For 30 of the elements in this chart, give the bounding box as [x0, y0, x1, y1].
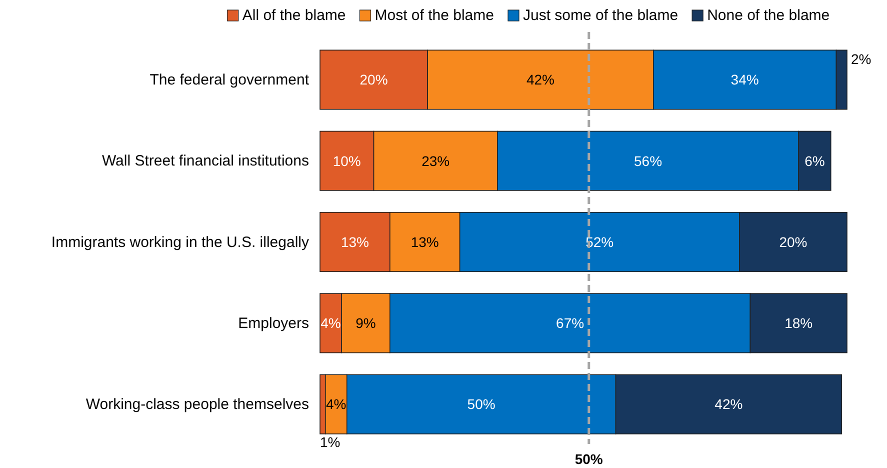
legend-label: Most of the blame — [374, 7, 494, 24]
legend-label: All of the blame — [242, 7, 346, 24]
data-label: 52% — [586, 234, 614, 250]
data-label: 67% — [556, 315, 584, 332]
data-label: 23% — [422, 152, 450, 169]
y-tick-label: Employers — [238, 314, 309, 332]
data-label: 4% — [320, 315, 341, 332]
data-label: 13% — [410, 234, 439, 250]
y-tick-label: The federal government — [150, 72, 310, 89]
data-label: 50% — [467, 396, 496, 412]
data-label: 42% — [714, 396, 743, 412]
y-tick-label: Wall Street financial institutions — [102, 152, 309, 170]
data-label: 4% — [326, 396, 346, 412]
data-label: 20% — [779, 234, 808, 250]
data-label: 20% — [360, 72, 388, 88]
ref-line-label: 50% — [574, 451, 604, 467]
y-tick-label: Immigrants working in the U.S. illegally — [51, 234, 310, 251]
data-label: 6% — [804, 152, 825, 169]
data-label: 2% — [851, 50, 872, 67]
data-label: 34% — [730, 72, 759, 88]
data-label: 13% — [340, 234, 369, 250]
data-label: 42% — [526, 72, 554, 88]
data-label: 10% — [332, 152, 361, 169]
data-label: 18% — [784, 315, 813, 332]
legend-label: None of the blame — [707, 7, 830, 24]
data-label: 1% — [320, 434, 340, 450]
y-tick-label: Working-class people themselves — [86, 396, 309, 414]
data-label: 56% — [634, 152, 662, 169]
legend-label: Just some of the blame — [522, 7, 678, 24]
data-label: 9% — [356, 315, 376, 332]
